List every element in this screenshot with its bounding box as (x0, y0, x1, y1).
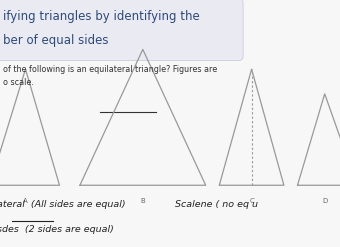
Text: A: A (23, 198, 28, 204)
Point (98, 111, 102, 114)
Text: C: C (249, 198, 254, 204)
Point (51, 220, 55, 223)
Text: sdes  (2 sides are equal): sdes (2 sides are equal) (0, 225, 114, 234)
Text: ateral  (All sides are equal): ateral (All sides are equal) (0, 200, 125, 209)
Text: of the following is an equilateral triangle? Figures are: of the following is an equilateral trian… (3, 65, 218, 74)
Point (154, 111, 158, 114)
Text: o scale.: o scale. (3, 78, 34, 87)
Text: D: D (322, 198, 327, 204)
Text: Scalene ( no eq u: Scalene ( no eq u (175, 200, 258, 209)
FancyBboxPatch shape (0, 0, 243, 61)
Text: B: B (140, 198, 145, 204)
Text: ber of equal sides: ber of equal sides (3, 34, 109, 47)
Text: ifying triangles by identifying the: ifying triangles by identifying the (3, 10, 200, 22)
Point (10, 220, 14, 223)
